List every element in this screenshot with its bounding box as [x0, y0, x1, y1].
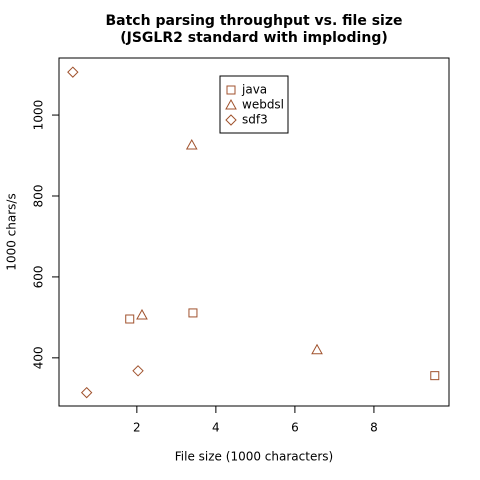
plot-frame [58, 57, 450, 407]
legend-label: java [241, 83, 267, 97]
legend-label: sdf3 [242, 113, 268, 127]
point [311, 343, 323, 355]
point [132, 365, 144, 377]
y-tick-label: 600 [32, 265, 46, 288]
chart-subtitle: (JSGLR2 standard with imploding) [120, 30, 388, 46]
x-tick-label: 2 [133, 421, 141, 435]
point [67, 66, 79, 78]
point [136, 308, 148, 320]
y-tick-label: 1000 [32, 100, 46, 131]
legend-label: webdsl [242, 98, 284, 112]
legend-symbol [225, 98, 237, 110]
point [430, 371, 440, 381]
legend-symbol [226, 85, 236, 95]
point [185, 138, 198, 150]
y-tick-label: 400 [32, 346, 46, 369]
y-tick-label: 800 [32, 185, 46, 208]
point [80, 386, 93, 399]
legend-symbol [225, 114, 237, 126]
x-tick-label: 4 [212, 421, 220, 435]
point [125, 314, 135, 324]
legend-box [219, 75, 289, 134]
x-tick-label: 6 [291, 421, 299, 435]
point [188, 308, 198, 318]
chart-title: Batch parsing throughput vs. file size [106, 13, 403, 29]
y-axis-label: 1000 chars/s [5, 193, 19, 270]
x-axis-label: File size (1000 characters) [175, 450, 333, 464]
x-tick-label: 8 [370, 421, 378, 435]
